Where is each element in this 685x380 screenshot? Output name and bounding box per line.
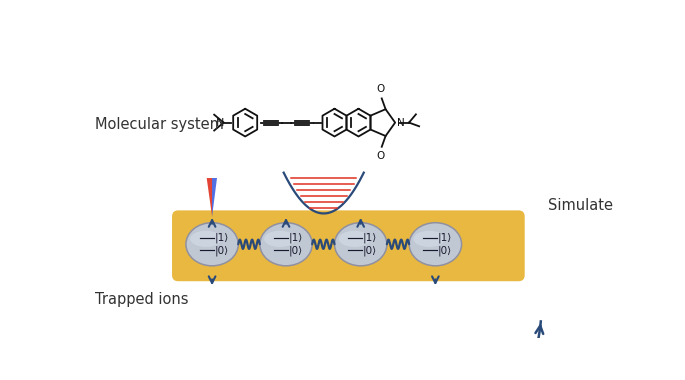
Text: N: N — [216, 117, 225, 128]
Text: O: O — [377, 151, 385, 162]
Text: |1⟩: |1⟩ — [288, 233, 303, 243]
Text: O: O — [377, 84, 385, 94]
Ellipse shape — [190, 231, 222, 247]
Ellipse shape — [334, 223, 387, 266]
Ellipse shape — [409, 223, 462, 266]
Text: |0⟩: |0⟩ — [214, 245, 229, 256]
Ellipse shape — [186, 223, 238, 266]
Text: |0⟩: |0⟩ — [438, 245, 452, 256]
Polygon shape — [207, 178, 212, 217]
Text: Trapped ions: Trapped ions — [95, 292, 188, 307]
Ellipse shape — [339, 231, 370, 247]
Text: |1⟩: |1⟩ — [438, 233, 452, 243]
Polygon shape — [212, 178, 217, 217]
Text: Simulate: Simulate — [548, 198, 613, 213]
Text: |0⟩: |0⟩ — [363, 245, 377, 256]
Ellipse shape — [414, 231, 445, 247]
Text: N: N — [397, 117, 406, 128]
Ellipse shape — [264, 231, 295, 247]
Text: |1⟩: |1⟩ — [363, 233, 377, 243]
Ellipse shape — [260, 223, 312, 266]
Text: |0⟩: |0⟩ — [288, 245, 303, 256]
Text: |1⟩: |1⟩ — [214, 233, 229, 243]
FancyBboxPatch shape — [172, 211, 525, 281]
Text: Molecular system: Molecular system — [95, 117, 224, 131]
